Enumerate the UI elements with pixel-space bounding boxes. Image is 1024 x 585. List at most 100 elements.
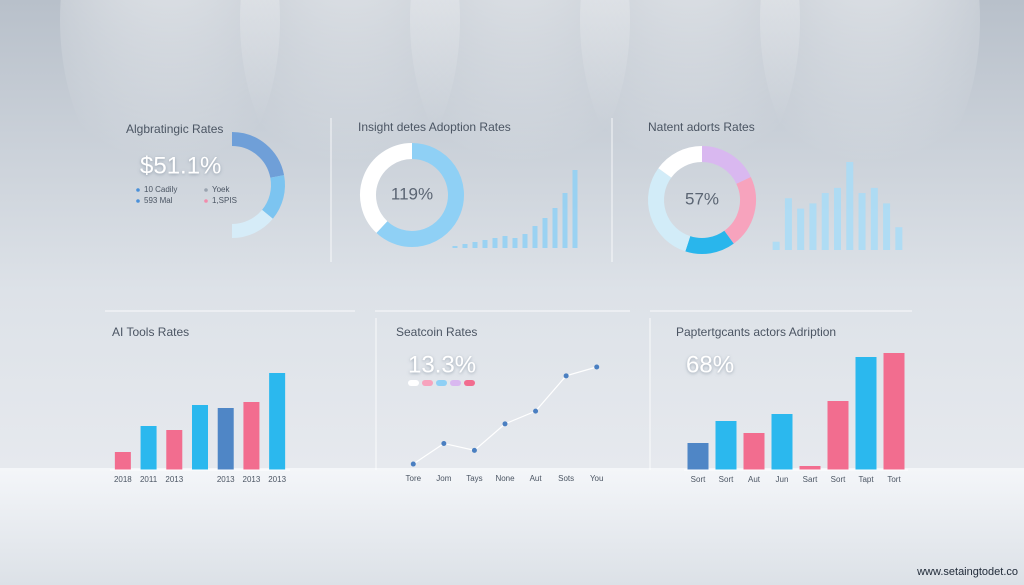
bar xyxy=(846,162,854,250)
legend-label: 593 Mal xyxy=(144,196,173,205)
x-tick-label: Tapt xyxy=(858,475,874,484)
x-tick-label: Sort xyxy=(691,475,706,484)
bar xyxy=(166,430,183,470)
bar xyxy=(799,466,821,470)
x-tick-label: You xyxy=(590,474,604,483)
x-tick-label: Tort xyxy=(887,475,901,484)
legend-label: 10 Cadily xyxy=(144,185,177,194)
legend-dot xyxy=(136,188,140,192)
swatch xyxy=(436,380,447,386)
bar xyxy=(502,236,508,248)
bar xyxy=(269,373,286,470)
bar xyxy=(784,198,792,250)
bar xyxy=(512,238,518,248)
bar xyxy=(572,170,578,248)
bar xyxy=(462,244,468,248)
x-tick-label: Tays xyxy=(466,474,482,483)
bar xyxy=(542,218,548,248)
legend-label: 1,SPIS xyxy=(212,196,237,205)
legend-dot xyxy=(136,199,140,203)
chart-title: AI Tools Rates xyxy=(112,325,189,339)
legend-dot xyxy=(204,188,208,192)
bar xyxy=(114,452,131,470)
donut-segment xyxy=(724,177,756,244)
x-tick-label: 2018 xyxy=(114,475,132,484)
center-label: 57% xyxy=(685,189,719,208)
point xyxy=(563,373,569,379)
headline: 13.3% xyxy=(408,351,476,378)
bar xyxy=(895,227,903,250)
donut-segment xyxy=(685,230,734,254)
x-tick-label: None xyxy=(495,474,515,483)
bar xyxy=(552,208,558,248)
x-tick-label: Tore xyxy=(406,474,422,483)
point xyxy=(441,440,447,446)
bar xyxy=(217,408,234,470)
bar xyxy=(834,187,841,250)
swatch xyxy=(408,380,419,386)
bar xyxy=(243,402,260,470)
bar xyxy=(532,226,538,248)
bar xyxy=(562,193,568,248)
swatch xyxy=(450,380,461,386)
x-tick-label: Aut xyxy=(748,475,761,484)
chart-title: Algbratingic Rates xyxy=(126,122,223,136)
donut-segment xyxy=(231,132,285,179)
bar xyxy=(827,401,849,470)
donut-segment xyxy=(701,146,751,185)
x-tick-label: 2013 xyxy=(268,475,286,484)
swatch xyxy=(464,380,475,386)
point xyxy=(471,447,477,453)
chart-title: Seatcoin Rates xyxy=(396,325,477,339)
bar xyxy=(858,193,866,250)
bar xyxy=(452,246,458,248)
spotlight xyxy=(410,0,630,200)
donut-segment xyxy=(360,143,413,233)
bar xyxy=(809,203,817,250)
bar xyxy=(715,421,737,470)
bar xyxy=(797,208,805,250)
bar xyxy=(472,242,478,248)
bar xyxy=(743,433,765,470)
bar xyxy=(492,238,498,248)
bar xyxy=(771,414,793,470)
x-tick-label: Sort xyxy=(831,475,846,484)
x-tick-label: Aut xyxy=(530,474,543,483)
floor xyxy=(0,468,1024,585)
x-tick-label: Sots xyxy=(558,474,574,483)
legend-label: Yoek xyxy=(212,185,231,194)
x-tick-label: Jun xyxy=(776,475,789,484)
x-tick-label: 2013 xyxy=(165,475,183,484)
point xyxy=(533,408,539,414)
bar xyxy=(772,241,780,250)
bar xyxy=(192,405,208,470)
center-label: 119% xyxy=(391,184,433,203)
bar xyxy=(522,234,528,248)
bar xyxy=(855,357,877,470)
bar xyxy=(687,443,709,470)
point xyxy=(410,461,416,467)
point xyxy=(594,364,600,370)
bar xyxy=(883,353,905,470)
spotlight xyxy=(580,0,800,200)
donut-segment xyxy=(376,143,464,247)
chart-title: Natent adorts Rates xyxy=(648,120,755,134)
bar xyxy=(140,426,157,470)
headline: $51.1% xyxy=(140,152,221,179)
bar xyxy=(870,187,878,250)
donut-segment xyxy=(261,175,285,219)
donut-segment xyxy=(648,168,691,252)
donut-segment xyxy=(658,146,703,179)
bar xyxy=(821,193,829,250)
x-tick-label: 2013 xyxy=(243,475,261,484)
x-tick-label: Sort xyxy=(719,475,734,484)
spotlight xyxy=(60,0,280,200)
bar xyxy=(883,203,891,250)
x-tick-label: Jom xyxy=(436,474,451,483)
swatch xyxy=(422,380,433,386)
chart-title: Insight detes Adoption Rates xyxy=(358,120,511,134)
dividers xyxy=(105,118,912,470)
x-tick-label: 2011 xyxy=(140,475,158,484)
bar xyxy=(482,240,488,248)
